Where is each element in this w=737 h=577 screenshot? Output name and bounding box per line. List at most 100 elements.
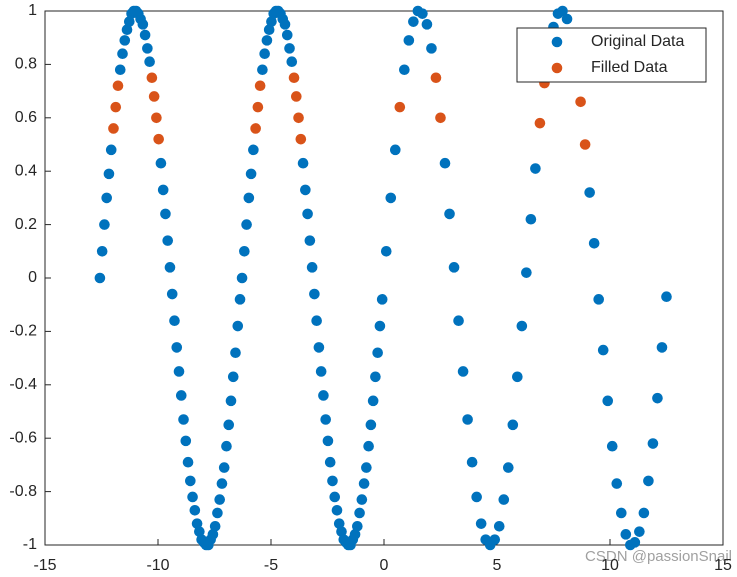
data-point (151, 112, 162, 124)
data-point (372, 347, 383, 359)
data-point (241, 219, 252, 230)
data-point (489, 534, 501, 545)
data-point (516, 320, 528, 332)
data-point (101, 192, 112, 204)
data-point (457, 366, 469, 377)
data-point (354, 507, 365, 519)
data-point (557, 5, 568, 17)
data-point (117, 48, 128, 60)
data-point (309, 288, 320, 300)
y-tick-label: 0.6 (15, 109, 37, 126)
data-point (297, 157, 309, 169)
data-point (212, 507, 223, 519)
y-tick-label: -0.6 (9, 429, 37, 446)
data-point (374, 320, 386, 332)
data-point (291, 91, 302, 102)
data-point (311, 315, 322, 327)
data-point (178, 414, 189, 425)
data-point (194, 526, 205, 537)
data-point (207, 529, 219, 540)
data-point (399, 64, 410, 76)
data-point (293, 112, 304, 124)
data-point (361, 462, 372, 473)
data-point (306, 262, 318, 273)
data-point (466, 456, 478, 468)
data-point (162, 235, 174, 246)
data-point (286, 56, 298, 68)
y-tick-label: -1 (23, 536, 37, 553)
data-point (597, 344, 609, 356)
x-tick-label: -10 (146, 557, 169, 574)
data-point (611, 478, 623, 489)
data-point (448, 262, 460, 273)
legend-marker (551, 62, 563, 74)
data-point (160, 208, 171, 220)
data-point (266, 16, 277, 27)
data-point (530, 163, 541, 174)
data-point (250, 123, 261, 134)
data-point (139, 29, 151, 41)
data-point (643, 475, 654, 487)
data-point (281, 29, 293, 41)
data-point (257, 64, 268, 76)
data-point (503, 462, 514, 473)
data-point (352, 521, 363, 532)
data-point (254, 80, 266, 92)
data-point (385, 192, 397, 204)
data-point (157, 184, 169, 196)
data-point (114, 64, 126, 76)
data-point (656, 342, 668, 353)
data-point (333, 518, 345, 529)
data-point (320, 414, 331, 425)
data-point (225, 395, 237, 407)
data-point (521, 267, 532, 278)
data-point (417, 8, 428, 19)
data-point (430, 72, 442, 84)
data-point (579, 139, 591, 150)
data-point (370, 371, 381, 383)
data-point (169, 315, 180, 327)
data-point (408, 16, 419, 27)
data-point (144, 56, 155, 68)
data-point (606, 440, 618, 452)
data-point (376, 294, 388, 305)
y-tick-label: 0.8 (15, 56, 37, 73)
data-point (142, 43, 153, 54)
data-point (498, 494, 510, 505)
x-tick-label: -15 (33, 557, 56, 574)
data-point (575, 96, 586, 108)
data-point (602, 395, 614, 407)
data-point (103, 168, 115, 180)
data-point (153, 133, 164, 145)
y-tick-label: -0.8 (9, 483, 37, 500)
data-point (315, 366, 327, 377)
data-point (403, 35, 415, 46)
data-point (331, 504, 343, 516)
data-point (620, 529, 632, 540)
legend-marker (551, 36, 563, 48)
data-point (166, 288, 178, 300)
data-point (593, 294, 604, 305)
data-point (137, 19, 149, 30)
data-point (534, 117, 546, 129)
data-point (652, 392, 663, 404)
data-point (561, 13, 573, 25)
data-point (380, 246, 392, 257)
data-point (110, 101, 122, 113)
data-point (263, 24, 275, 35)
data-point (588, 237, 600, 249)
data-point (647, 438, 659, 449)
x-tick-label: -5 (264, 557, 278, 574)
data-point (349, 529, 361, 540)
data-point (173, 366, 185, 377)
data-point (365, 419, 377, 431)
data-point (108, 123, 119, 134)
data-point (230, 347, 241, 359)
data-point (475, 518, 487, 529)
legend-label: Filled Data (591, 59, 668, 76)
x-tick-label: 15 (714, 557, 732, 574)
data-point (295, 133, 307, 145)
data-point (638, 507, 650, 519)
data-point (439, 157, 451, 169)
